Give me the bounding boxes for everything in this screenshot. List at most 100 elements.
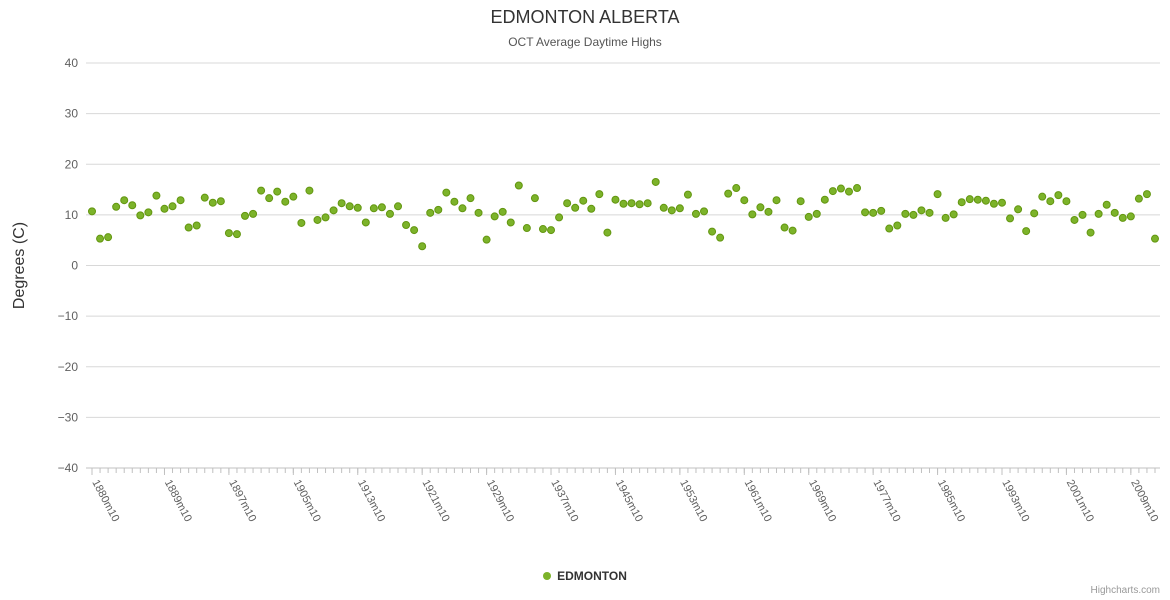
data-point[interactable]	[764, 207, 773, 216]
data-point[interactable]	[208, 198, 217, 207]
data-point[interactable]	[506, 218, 515, 227]
data-point[interactable]	[587, 204, 596, 213]
data-point[interactable]	[96, 234, 105, 243]
data-point[interactable]	[675, 204, 684, 213]
data-point[interactable]	[1118, 213, 1127, 222]
data-point[interactable]	[555, 213, 564, 222]
data-point[interactable]	[740, 196, 749, 205]
data-point[interactable]	[184, 223, 193, 232]
data-point[interactable]	[788, 226, 797, 235]
data-point[interactable]	[933, 190, 942, 199]
data-point[interactable]	[120, 196, 129, 205]
data-point[interactable]	[321, 213, 330, 222]
data-point[interactable]	[426, 208, 435, 217]
data-point[interactable]	[635, 200, 644, 209]
data-point[interactable]	[579, 196, 588, 205]
data-point[interactable]	[88, 207, 96, 216]
data-point[interactable]	[522, 224, 531, 233]
data-point[interactable]	[434, 205, 443, 214]
data-point[interactable]	[965, 195, 974, 204]
data-point[interactable]	[869, 208, 878, 217]
data-point[interactable]	[530, 194, 539, 203]
data-point[interactable]	[289, 192, 298, 201]
data-point[interactable]	[981, 196, 990, 205]
data-point[interactable]	[249, 209, 258, 218]
data-point[interactable]	[885, 224, 894, 233]
data-point[interactable]	[836, 184, 845, 193]
data-point[interactable]	[498, 207, 507, 216]
data-point[interactable]	[724, 189, 733, 198]
data-point[interactable]	[748, 210, 757, 219]
data-point[interactable]	[329, 206, 338, 215]
data-point[interactable]	[345, 202, 354, 211]
data-point[interactable]	[901, 209, 910, 218]
data-point[interactable]	[667, 206, 676, 215]
data-point[interactable]	[917, 206, 926, 215]
data-point[interactable]	[844, 187, 853, 196]
credits-link[interactable]: Highcharts.com	[1090, 585, 1160, 596]
data-point[interactable]	[265, 194, 274, 203]
data-point[interactable]	[200, 193, 209, 202]
data-point[interactable]	[168, 202, 177, 211]
data-point[interactable]	[394, 202, 403, 211]
data-point[interactable]	[1086, 228, 1095, 237]
data-point[interactable]	[1054, 191, 1063, 200]
data-point[interactable]	[1110, 208, 1119, 217]
data-point[interactable]	[305, 186, 314, 195]
legend[interactable]: EDMONTON	[0, 569, 1170, 583]
data-point[interactable]	[1134, 194, 1143, 203]
data-point[interactable]	[716, 233, 725, 242]
data-point[interactable]	[377, 203, 386, 212]
data-point[interactable]	[152, 191, 161, 200]
data-point[interactable]	[772, 196, 781, 205]
data-point[interactable]	[281, 197, 290, 206]
data-point[interactable]	[112, 202, 121, 211]
data-point[interactable]	[241, 211, 250, 220]
data-point[interactable]	[619, 199, 628, 208]
data-point[interactable]	[691, 209, 700, 218]
data-point[interactable]	[595, 190, 604, 199]
data-point[interactable]	[128, 201, 137, 210]
data-point[interactable]	[474, 208, 483, 217]
data-point[interactable]	[1038, 192, 1047, 201]
data-point[interactable]	[232, 230, 241, 239]
data-point[interactable]	[410, 226, 419, 235]
data-point[interactable]	[514, 181, 523, 190]
data-point[interactable]	[957, 198, 966, 207]
data-point[interactable]	[820, 195, 829, 204]
data-point[interactable]	[160, 204, 169, 213]
data-point[interactable]	[563, 199, 572, 208]
data-point[interactable]	[659, 203, 668, 212]
data-point[interactable]	[547, 226, 556, 235]
data-point[interactable]	[925, 208, 934, 217]
data-point[interactable]	[402, 221, 411, 229]
data-point[interactable]	[490, 212, 499, 221]
data-point[interactable]	[571, 203, 580, 212]
data-point[interactable]	[466, 194, 475, 203]
data-point[interactable]	[1151, 234, 1159, 243]
data-point[interactable]	[144, 208, 153, 217]
data-point[interactable]	[941, 213, 950, 222]
data-point[interactable]	[1030, 209, 1039, 218]
data-point[interactable]	[337, 199, 346, 208]
data-point[interactable]	[949, 210, 958, 219]
data-point[interactable]	[861, 208, 870, 217]
data-point[interactable]	[1078, 210, 1087, 219]
data-point[interactable]	[796, 197, 805, 206]
data-point[interactable]	[136, 211, 145, 220]
data-point[interactable]	[385, 209, 394, 218]
data-point[interactable]	[1022, 227, 1031, 236]
data-point[interactable]	[909, 210, 918, 219]
data-point[interactable]	[538, 225, 547, 234]
data-point[interactable]	[828, 187, 837, 196]
data-point[interactable]	[458, 204, 467, 213]
data-point[interactable]	[297, 218, 306, 227]
data-point[interactable]	[812, 209, 821, 218]
data-point[interactable]	[1062, 197, 1071, 206]
data-point[interactable]	[369, 204, 378, 213]
data-point[interactable]	[442, 188, 451, 197]
data-point[interactable]	[683, 190, 692, 199]
data-point[interactable]	[1102, 200, 1111, 209]
data-point[interactable]	[361, 218, 370, 227]
data-point[interactable]	[273, 187, 282, 196]
